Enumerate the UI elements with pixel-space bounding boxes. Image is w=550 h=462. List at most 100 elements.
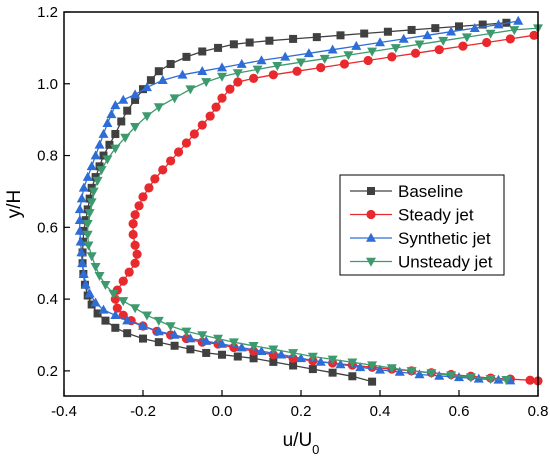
- data-point: [94, 139, 105, 149]
- series-4: [82, 24, 543, 386]
- x-axis-label: u/U0: [283, 430, 320, 457]
- data-point: [86, 161, 97, 171]
- data-point: [228, 338, 239, 348]
- data-point: [108, 289, 119, 299]
- data-point: [124, 267, 134, 277]
- data-point: [96, 166, 107, 176]
- data-point: [197, 120, 207, 130]
- data-point: [386, 364, 397, 374]
- data-point: [232, 69, 243, 79]
- data-point: [130, 89, 141, 99]
- data-point: [465, 373, 476, 383]
- data-point: [265, 36, 274, 45]
- data-point: [268, 345, 279, 355]
- axis-layer: -0.4 -0.2 0.0 0.2 0.4 0.6 0.8 0.2 0.4 0.6 0.8 1.0 1.…: [37, 4, 548, 420]
- data-point: [138, 320, 148, 330]
- data-point: [105, 140, 114, 149]
- data-point: [80, 279, 91, 289]
- data-point: [390, 44, 401, 54]
- data-point: [493, 19, 504, 29]
- data-point: [77, 258, 88, 268]
- data-point: [469, 22, 480, 32]
- data-point: [458, 41, 468, 51]
- data-point: [201, 335, 212, 345]
- data-point: [128, 219, 138, 229]
- data-point: [197, 331, 208, 341]
- data-point: [123, 329, 132, 338]
- data-point: [280, 51, 291, 61]
- x-tick-label: 0.8: [528, 403, 549, 420]
- data-point: [146, 76, 155, 85]
- y-tick-label: 0.4: [37, 291, 58, 308]
- data-point: [177, 69, 188, 79]
- data-point: [128, 229, 138, 240]
- data-point: [130, 258, 140, 268]
- data-point: [276, 349, 287, 359]
- data-point: [256, 345, 267, 355]
- data-point: [375, 37, 385, 47]
- data-point: [202, 348, 211, 357]
- data-point: [154, 67, 163, 76]
- data-point: [256, 55, 267, 65]
- data-point: [348, 372, 357, 381]
- data-point: [153, 103, 164, 113]
- data-point: [120, 133, 131, 143]
- data-point: [426, 369, 437, 379]
- data-point: [387, 52, 397, 62]
- data-point: [153, 326, 164, 336]
- data-point: [141, 112, 152, 122]
- data-point: [327, 44, 338, 54]
- data-point: [83, 241, 94, 251]
- data-point: [110, 310, 121, 320]
- data-point: [90, 150, 101, 160]
- data-point: [303, 48, 314, 58]
- legend-marker: [366, 257, 376, 267]
- data-point: [110, 100, 121, 110]
- data-point: [335, 359, 346, 369]
- data-point: [144, 183, 154, 193]
- data-point: [134, 201, 144, 211]
- data-point: [166, 156, 176, 166]
- data-point: [478, 20, 487, 29]
- legend-label: Steady jet: [398, 206, 474, 225]
- data-point: [249, 354, 258, 363]
- data-point: [485, 29, 496, 39]
- data-point: [218, 350, 226, 359]
- legend-marker: [366, 209, 376, 220]
- data-point: [368, 377, 377, 386]
- y-tick-label: 0.2: [37, 363, 58, 380]
- data-point: [86, 198, 97, 208]
- data-point: [289, 34, 298, 43]
- data-point: [269, 357, 278, 366]
- data-point: [217, 62, 227, 72]
- data-point: [252, 65, 263, 75]
- data-point: [394, 366, 405, 376]
- legend-entry: Unsteady jet: [350, 253, 493, 272]
- x-tick-label: 0.4: [370, 403, 391, 420]
- legend-label: Unsteady jet: [398, 253, 493, 272]
- series-1-line: [81, 22, 507, 383]
- data-point: [213, 334, 224, 344]
- data-point: [74, 204, 85, 214]
- data-point: [169, 329, 180, 339]
- data-point: [308, 365, 317, 374]
- series-3-line: [79, 20, 519, 382]
- data-point: [343, 51, 354, 61]
- data-point: [86, 252, 97, 262]
- legend-entry: Baseline: [350, 182, 463, 201]
- data-point: [375, 364, 385, 374]
- data-point: [289, 361, 298, 370]
- data-point: [88, 187, 99, 197]
- x-tick-label: -0.2: [130, 403, 156, 420]
- data-point: [233, 77, 243, 87]
- data-point: [130, 123, 141, 133]
- data-point: [327, 355, 338, 365]
- data-point: [367, 47, 378, 57]
- data-point: [122, 315, 133, 325]
- data-point: [131, 95, 140, 104]
- data-point: [336, 31, 345, 40]
- series-4-line: [87, 27, 539, 381]
- data-point: [529, 30, 539, 40]
- data-point: [288, 349, 299, 359]
- data-point: [74, 225, 85, 235]
